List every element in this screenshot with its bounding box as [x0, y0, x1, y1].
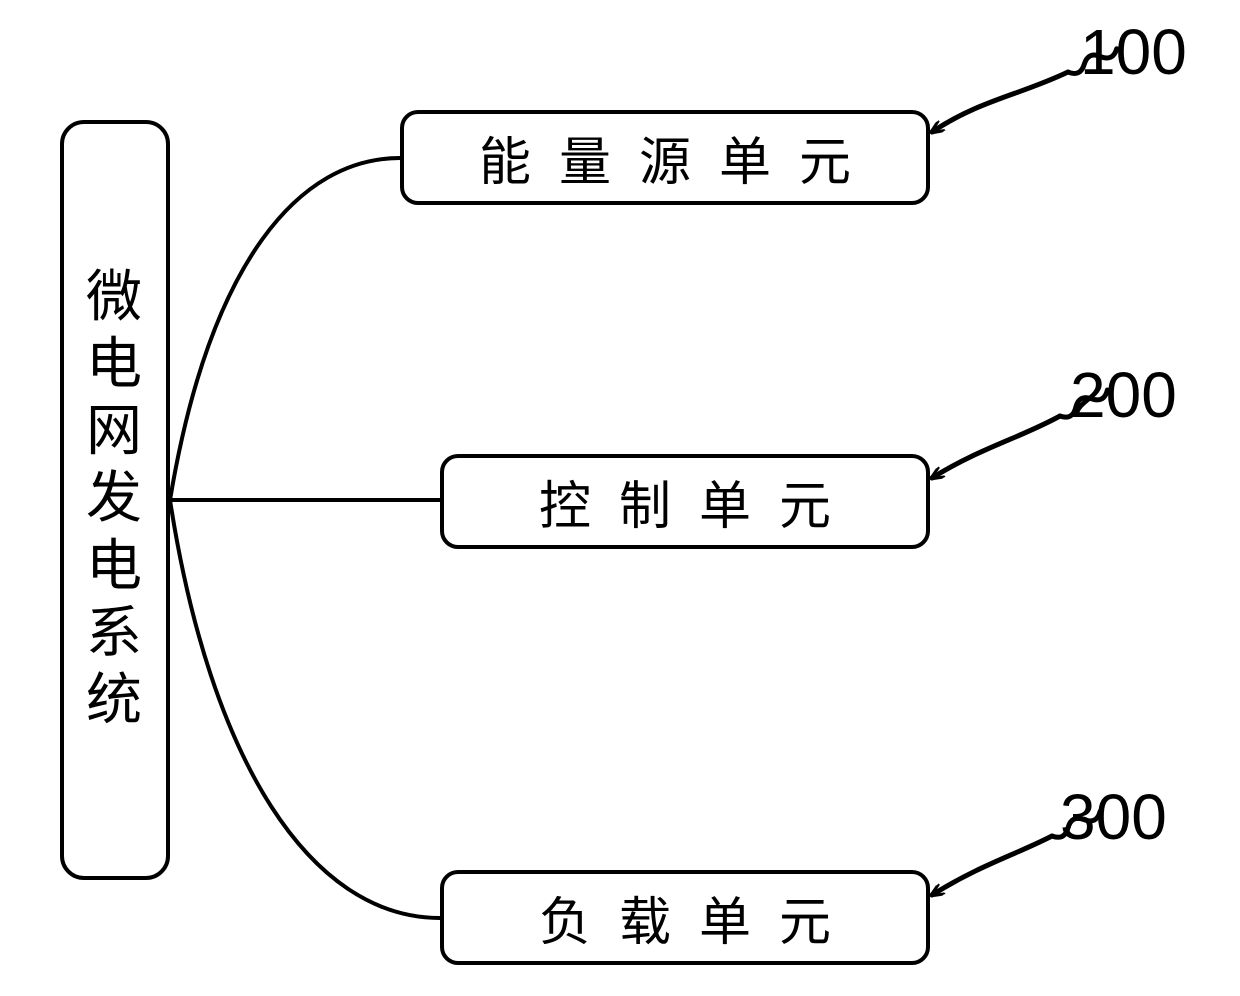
- leader-300: [932, 836, 1052, 895]
- child-node-label: 控制单元: [511, 464, 859, 539]
- reference-label-300: 300: [1060, 780, 1167, 854]
- child-node-200: 控制单元: [440, 454, 930, 549]
- root-node-char: 微: [86, 265, 144, 332]
- child-node-label: 负载单元: [511, 880, 859, 955]
- root-node-char: 发: [86, 466, 144, 533]
- child-node-300: 负载单元: [440, 870, 930, 965]
- root-node-char: 系: [86, 601, 144, 668]
- reference-label-100: 100: [1080, 15, 1187, 89]
- root-node-char: 电: [86, 534, 144, 601]
- leader-200: [932, 416, 1060, 478]
- reference-label-200: 200: [1070, 358, 1177, 432]
- child-node-label: 能量源单元: [451, 120, 879, 195]
- diagram-stage: 微电网发电系统 能量源单元100控制单元200负载单元300: [0, 0, 1240, 996]
- leader-100: [932, 72, 1068, 132]
- root-node-char: 统: [86, 668, 144, 735]
- connector-100: [170, 158, 400, 500]
- root-node-char: 电: [86, 332, 144, 399]
- root-node: 微电网发电系统: [60, 120, 170, 880]
- child-node-100: 能量源单元: [400, 110, 930, 205]
- connector-300: [170, 500, 440, 918]
- root-node-char: 网: [86, 399, 144, 466]
